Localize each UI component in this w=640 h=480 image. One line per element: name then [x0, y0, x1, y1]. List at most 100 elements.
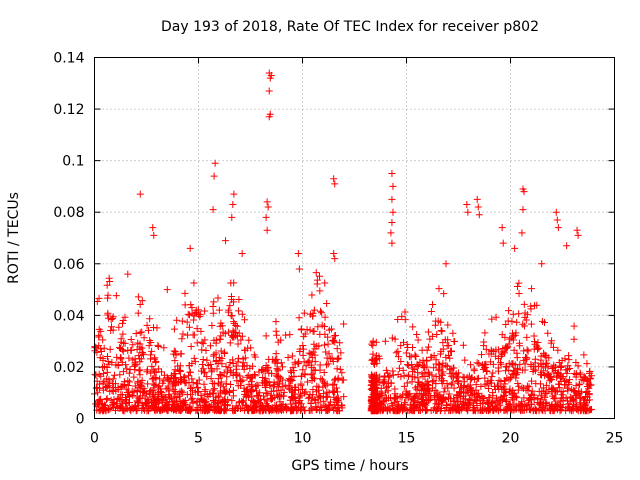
data-point: [216, 335, 224, 343]
data-point: [520, 394, 528, 402]
data-point: [324, 333, 332, 341]
data-point: [116, 396, 124, 404]
data-point: [383, 384, 391, 392]
data-point: [179, 401, 187, 409]
data-point: [500, 377, 508, 385]
data-point: [527, 362, 535, 370]
data-point: [178, 317, 186, 325]
data-point: [308, 406, 316, 414]
data-point: [195, 376, 203, 384]
data-point: [269, 356, 277, 364]
data-point: [200, 369, 208, 377]
data-point: [187, 390, 195, 398]
data-point: [310, 306, 318, 314]
data-point: [225, 363, 233, 371]
data-point: [329, 337, 337, 345]
data-point: [107, 326, 115, 334]
data-point: [544, 329, 552, 337]
data-point: [261, 384, 269, 392]
data-point: [475, 359, 483, 367]
data-point: [130, 404, 138, 412]
data-point: [564, 387, 572, 395]
data-point: [398, 313, 406, 321]
data-point: [245, 392, 253, 400]
data-point: [541, 364, 549, 372]
data-point: [418, 370, 426, 378]
data-point: [103, 384, 111, 392]
data-point: [513, 365, 521, 373]
data-point: [439, 359, 447, 367]
data-point: [151, 381, 159, 389]
data-point: [323, 388, 331, 396]
data-point: [338, 369, 346, 377]
data-point: [524, 401, 532, 409]
data-point: [236, 372, 244, 380]
data-point: [122, 361, 130, 369]
data-point: [201, 368, 209, 376]
data-point: [393, 397, 401, 405]
data-point: [209, 206, 217, 214]
data-point: [404, 361, 412, 369]
data-point: [530, 345, 538, 353]
data-point: [373, 359, 381, 367]
data-point: [150, 231, 158, 239]
data-point: [502, 344, 510, 352]
data-point: [528, 285, 536, 293]
data-point: [384, 387, 392, 395]
data-point: [209, 396, 217, 404]
data-point: [470, 367, 478, 375]
data-point: [200, 402, 208, 410]
data-point: [264, 203, 272, 211]
data-point: [273, 404, 281, 412]
data-point: [212, 406, 220, 414]
data-point: [172, 397, 180, 405]
data-point: [278, 363, 286, 371]
data-point: [185, 323, 193, 331]
data-point: [381, 404, 389, 412]
data-point: [334, 388, 342, 396]
data-point: [229, 386, 237, 394]
data-point: [394, 315, 402, 323]
data-point: [463, 200, 471, 208]
data-point: [99, 356, 107, 364]
data-point: [116, 371, 124, 379]
data-point: [238, 249, 246, 257]
data-point: [146, 315, 154, 323]
data-point: [229, 356, 237, 364]
data-point: [136, 366, 144, 374]
data-point: [207, 360, 215, 368]
data-point: [117, 354, 125, 362]
data-point: [582, 389, 590, 397]
data-point: [519, 206, 527, 214]
data-point: [399, 366, 407, 374]
data-point: [251, 353, 259, 361]
data-point: [184, 331, 192, 339]
data-point: [249, 404, 257, 412]
data-point: [318, 321, 326, 329]
data-point: [119, 406, 127, 414]
data-point: [299, 342, 307, 350]
data-point: [375, 378, 383, 386]
data-point: [283, 404, 291, 412]
data-point: [300, 406, 308, 414]
data-point: [389, 367, 397, 375]
data-point: [448, 379, 456, 387]
data-point: [381, 337, 389, 345]
data-point: [485, 400, 493, 408]
data-point: [329, 387, 337, 395]
data-point: [232, 371, 240, 379]
data-point: [122, 385, 130, 393]
data-point: [210, 336, 218, 344]
data-point: [300, 309, 308, 317]
data-point: [134, 399, 142, 407]
data-point: [193, 325, 201, 333]
data-point: [179, 330, 187, 338]
data-point: [505, 359, 513, 367]
data-point: [489, 392, 497, 400]
data-point: [338, 401, 346, 409]
data-point: [312, 388, 320, 396]
data-point: [524, 347, 532, 355]
data-point: [452, 406, 460, 414]
data-point: [114, 386, 122, 394]
data-point: [540, 387, 548, 395]
